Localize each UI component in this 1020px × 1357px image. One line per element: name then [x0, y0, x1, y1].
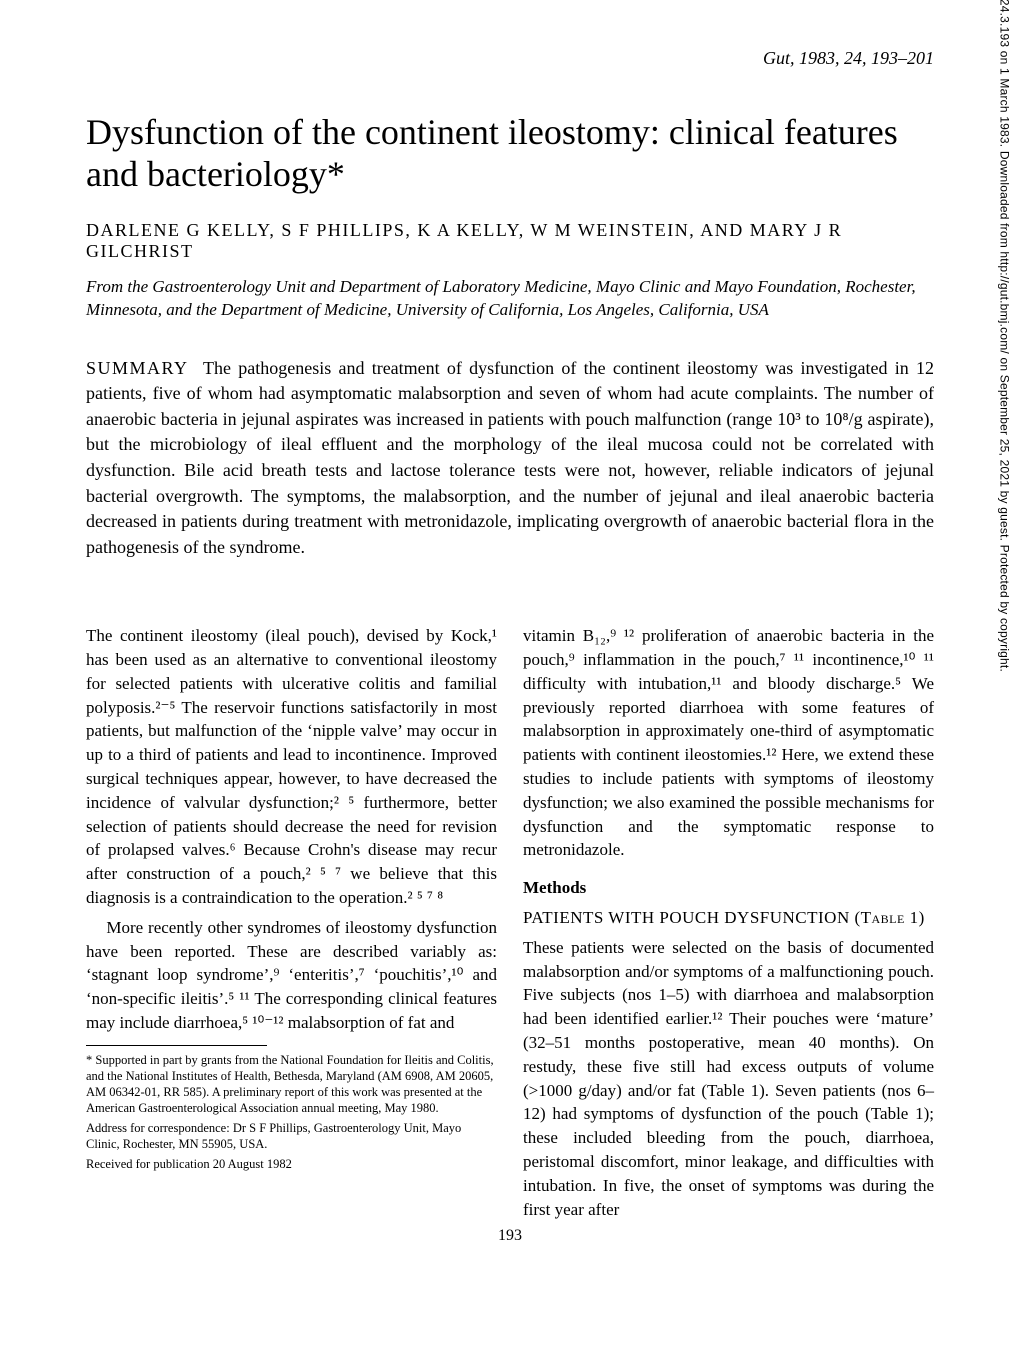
- body-paragraph: More recently other syndromes of ileosto…: [86, 916, 497, 1035]
- body-paragraph: The continent ileostomy (ileal pouch), d…: [86, 624, 497, 910]
- footnote-text: * Supported in part by grants from the N…: [86, 1052, 497, 1116]
- side-download-text: Gut: first published as 10.1136/gut.24.3…: [998, 0, 1012, 672]
- page: Gut, 1983, 24, 193–201 Dysfunction of th…: [0, 0, 1020, 1357]
- body-paragraph: vitamin B₁₂,⁹ ¹² proliferation of anaero…: [523, 624, 934, 862]
- methods-heading: Methods: [523, 876, 934, 900]
- footnote-text: Received for publication 20 August 1982: [86, 1156, 497, 1172]
- article-title: Dysfunction of the continent ileostomy: …: [86, 111, 934, 196]
- summary-label: SUMMARY: [86, 358, 189, 378]
- patients-subheading: PATIENTS WITH POUCH DYSFUNCTION (Table 1…: [523, 906, 934, 930]
- affiliation: From the Gastroenterology Unit and Depar…: [86, 276, 934, 322]
- summary-block: SUMMARY The pathogenesis and treatment o…: [86, 356, 934, 560]
- authors: DARLENE G KELLY, S F PHILLIPS, K A KELLY…: [86, 220, 934, 262]
- page-number: 193: [86, 1227, 934, 1245]
- footnote-block: * Supported in part by grants from the N…: [86, 1052, 497, 1172]
- summary-text: The pathogenesis and treatment of dysfun…: [86, 358, 934, 557]
- journal-citation: Gut, 1983, 24, 193–201: [86, 48, 934, 69]
- footnote-rule: [86, 1045, 267, 1046]
- body-columns: The continent ileostomy (ileal pouch), d…: [86, 624, 934, 1221]
- body-paragraph: These patients were selected on the basi…: [523, 936, 934, 1222]
- footnote-text: Address for correspondence: Dr S F Phill…: [86, 1120, 497, 1152]
